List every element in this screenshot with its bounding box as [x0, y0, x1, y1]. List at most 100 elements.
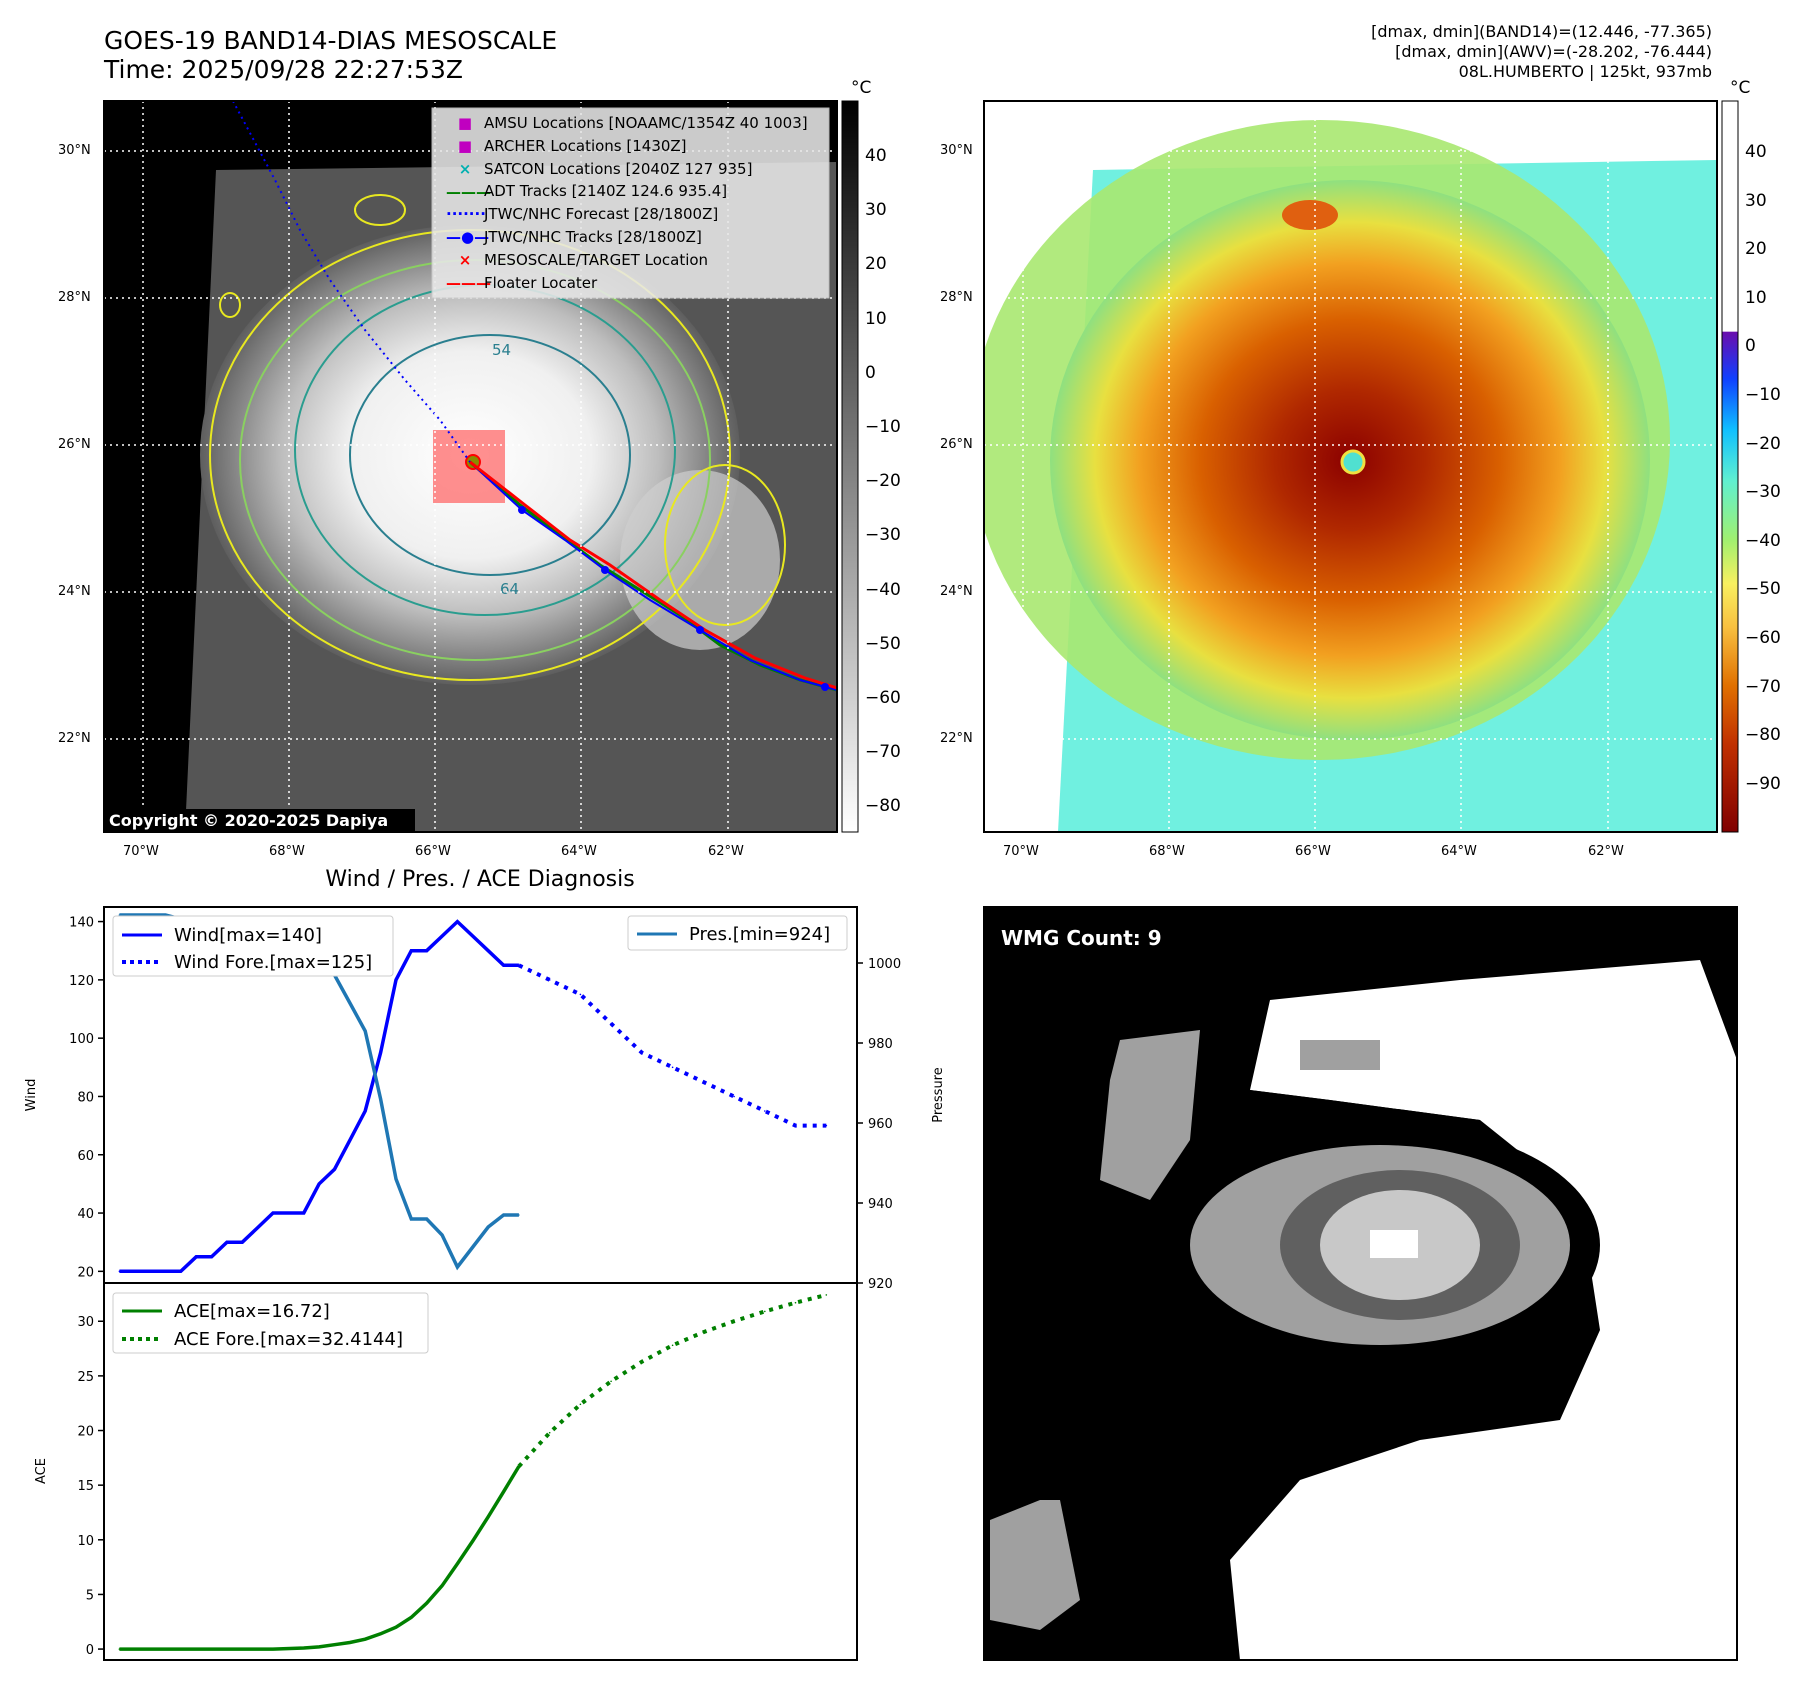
lat-label: 24°N	[940, 584, 973, 599]
map-legend-label: JTWC/NHC Tracks [28/1800Z]	[484, 227, 702, 246]
colorbar-tick: 10	[865, 308, 887, 329]
color-north-cell	[1282, 200, 1338, 230]
map-legend-item: ·······JTWC/NHC Forecast [28/1800Z]	[446, 203, 808, 226]
wmg-frame	[983, 906, 1738, 1661]
lat-label: 24°N	[58, 584, 91, 599]
colorbar-tick: 40	[1745, 142, 1767, 162]
wmg-eye	[1370, 1230, 1418, 1258]
lon-label: 68°W	[1149, 844, 1185, 859]
data-point	[149, 914, 151, 916]
jtwc-track-line	[469, 461, 837, 691]
ace-tick-label: 15	[77, 1479, 94, 1494]
ir-map-frame	[103, 100, 838, 833]
data-point	[349, 1139, 351, 1141]
colorbar-tick: 30	[1745, 190, 1767, 211]
contour-label-64: 64	[500, 580, 519, 598]
ace-tick-label: 5	[86, 1588, 94, 1603]
data-point	[794, 1301, 797, 1304]
data-point	[241, 1648, 244, 1650]
data-point	[349, 1641, 351, 1644]
colorbar-tick: −70	[1745, 676, 1781, 697]
data-point	[210, 1256, 213, 1258]
data-point	[226, 1241, 228, 1243]
pressure-tick-label: 920	[868, 1277, 893, 1292]
legend-ace: ACE[max=16.72]	[174, 1301, 330, 1322]
lon-label: 66°W	[1295, 844, 1331, 859]
colorbar-tick: −30	[865, 525, 901, 546]
series-line	[517, 1292, 827, 1468]
data-point	[379, 1098, 382, 1100]
data-point	[133, 1270, 136, 1273]
data-point	[456, 1266, 459, 1268]
data-point	[395, 979, 397, 981]
wind-tick-label: 60	[77, 1149, 94, 1164]
data-point	[502, 1214, 505, 1216]
data-point	[425, 949, 428, 952]
data-point	[764, 1110, 766, 1112]
data-point	[410, 1616, 413, 1619]
pressure-axis: 920 940 960 980 1000	[857, 957, 901, 1292]
lat-label: 26°N	[940, 437, 973, 452]
data-point	[733, 1320, 735, 1322]
map-legend-label: Floater Locater	[484, 273, 598, 292]
wmg-count-label: WMG Count: 9	[1001, 926, 1162, 950]
lat-label: 30°N	[940, 143, 973, 158]
map-legend-label: JTWC/NHC Forecast [28/1800Z]	[484, 205, 719, 224]
data-point	[118, 1270, 121, 1273]
legend-marker-icon: ×	[458, 159, 472, 178]
map-legend-label: ARCHER Locations [1430Z]	[484, 136, 687, 155]
data-point	[256, 1226, 259, 1229]
data-point	[518, 1214, 520, 1216]
data-point	[333, 1643, 336, 1646]
data-point	[149, 1648, 151, 1650]
data-point	[825, 1294, 828, 1296]
data-point	[502, 964, 505, 967]
legend-wind-forecast: Wind Fore.[max=125]	[174, 952, 372, 973]
data-point	[441, 935, 443, 937]
wind-axis: 20 40 60 80 100 120 140	[69, 916, 104, 1280]
data-point	[733, 1095, 735, 1098]
ir-map-panel: 54 64 Copyright © 2020-2025 Dapiya	[104, 101, 837, 832]
wind-tick-label: 100	[69, 1032, 94, 1047]
legend-marker-icon: ———	[446, 182, 491, 201]
ace-tick-label: 30	[77, 1315, 94, 1330]
color-map-frame	[983, 100, 1718, 833]
title-line-2: Time: 2025/09/28 22:27:53Z	[104, 55, 463, 84]
wind-legend: Wind[max=140] Wind Fore.[max=125]	[112, 915, 394, 977]
map-legend-item: —●—JTWC/NHC Tracks [28/1800Z]	[446, 226, 808, 249]
ace-axes	[103, 1282, 858, 1661]
data-point	[241, 1241, 244, 1243]
lon-label: 70°W	[1003, 844, 1039, 859]
lon-label: 64°W	[561, 844, 597, 859]
data-point	[502, 1490, 505, 1493]
pressure-axis-label: Pressure	[931, 1067, 946, 1123]
wind-tick-label: 40	[77, 1207, 94, 1222]
data-point	[825, 1124, 828, 1127]
colorbar-tick: −50	[1745, 579, 1781, 600]
colorbar-tick: 30	[865, 200, 887, 221]
lat-label: 30°N	[58, 143, 91, 158]
legend-marker-icon: ×	[458, 250, 472, 269]
lon-label: 70°W	[123, 844, 159, 859]
colorbar-tick: −30	[1745, 482, 1781, 503]
map-legend-item: ■ AMSU Locations [NOAAMC/1354Z 40 1003]	[446, 112, 808, 135]
contour-east-band	[664, 464, 786, 626]
data-point	[610, 1022, 612, 1025]
legend-marker-icon: ·······	[446, 205, 486, 224]
colorbar-tick: −10	[865, 417, 901, 437]
wind-tick-label: 80	[77, 1090, 94, 1105]
data-point	[303, 1647, 305, 1649]
data-point	[548, 979, 551, 981]
contour-west-cell	[219, 292, 241, 318]
data-point	[671, 1344, 674, 1347]
data-point	[195, 1256, 197, 1258]
data-point	[518, 1465, 520, 1468]
copyright-bg	[104, 809, 415, 832]
legend-marker-icon: ■	[457, 114, 473, 133]
floater-locater-line	[469, 460, 837, 690]
map-legend-label: AMSU Locations [NOAAMC/1354Z 40 1003]	[484, 114, 808, 132]
colorbar-tick: −90	[1745, 773, 1781, 794]
wmg-white-region	[1230, 960, 1737, 1660]
data-point	[456, 920, 459, 923]
